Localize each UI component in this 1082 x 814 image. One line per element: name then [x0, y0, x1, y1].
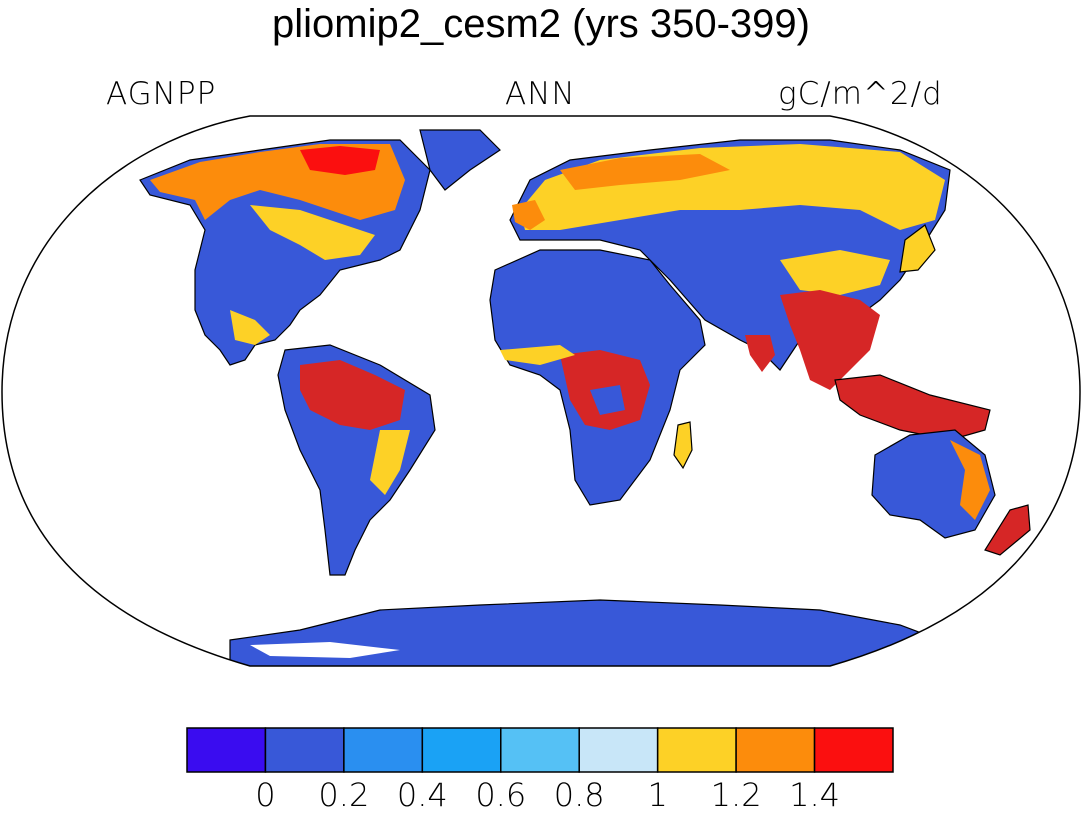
colorbar-tick-label: 0.6: [475, 776, 527, 814]
east-asia-mid-npp: [780, 250, 890, 295]
amazon-peak-npp: [300, 360, 405, 430]
colorbar-tick-label: 1.2: [710, 776, 762, 814]
colorbar: [186, 727, 894, 773]
colorbar-box-8: [813, 727, 894, 773]
greenland-land: [419, 129, 501, 191]
colorbar-box-4: [500, 727, 580, 773]
colorbar-box-7: [735, 727, 816, 773]
colorbar-tick-label: 0.2: [318, 776, 370, 814]
map-border: [1, 115, 1081, 667]
colorbar-tick-label: 0.8: [553, 776, 605, 814]
antarctica-ice-shelf: [250, 642, 400, 658]
colorbar-box-0: [186, 727, 267, 773]
antarctica-land: [229, 599, 941, 666]
colorbar-box-1: [264, 727, 345, 773]
colorbar-tick-label: 1: [647, 776, 668, 814]
sahel-mid-npp: [500, 345, 575, 365]
colorbar-box-5: [578, 727, 659, 773]
colorbar-tick-label: 1.4: [789, 776, 840, 814]
variable-label: AGNPP: [106, 76, 217, 112]
new-zealand-land: [984, 504, 1031, 556]
north-america-mid-npp: [250, 205, 375, 260]
japan-land: [899, 224, 936, 273]
colorbar-box-6: [656, 727, 737, 773]
colorbar-box-3: [421, 727, 502, 773]
eurasia-boreal-high-npp: [560, 154, 730, 190]
colorbar-tick-label: 0: [255, 776, 276, 814]
colorbar-tick-label: 0.4: [396, 776, 448, 814]
indonesia-land: [834, 374, 991, 441]
australia-east-high-npp: [950, 440, 990, 520]
south-america-mid-npp: [370, 430, 410, 495]
north-america-peak-npp: [300, 146, 380, 175]
india-peak-npp: [745, 335, 775, 372]
map-title: pliomip2_cesm2 (yrs 350-399): [271, 2, 810, 46]
units-label: gC/m^2/d: [778, 76, 943, 112]
world-map: [1, 115, 1081, 667]
colorbar-box-2: [343, 727, 424, 773]
madagascar-land: [673, 421, 693, 470]
southeast-asia-peak-npp: [780, 290, 880, 390]
africa-inner-low-npp: [590, 385, 625, 415]
season-label: ANN: [505, 76, 576, 112]
central-america-mid-npp: [230, 310, 270, 345]
europe-west-high-npp: [512, 200, 545, 230]
